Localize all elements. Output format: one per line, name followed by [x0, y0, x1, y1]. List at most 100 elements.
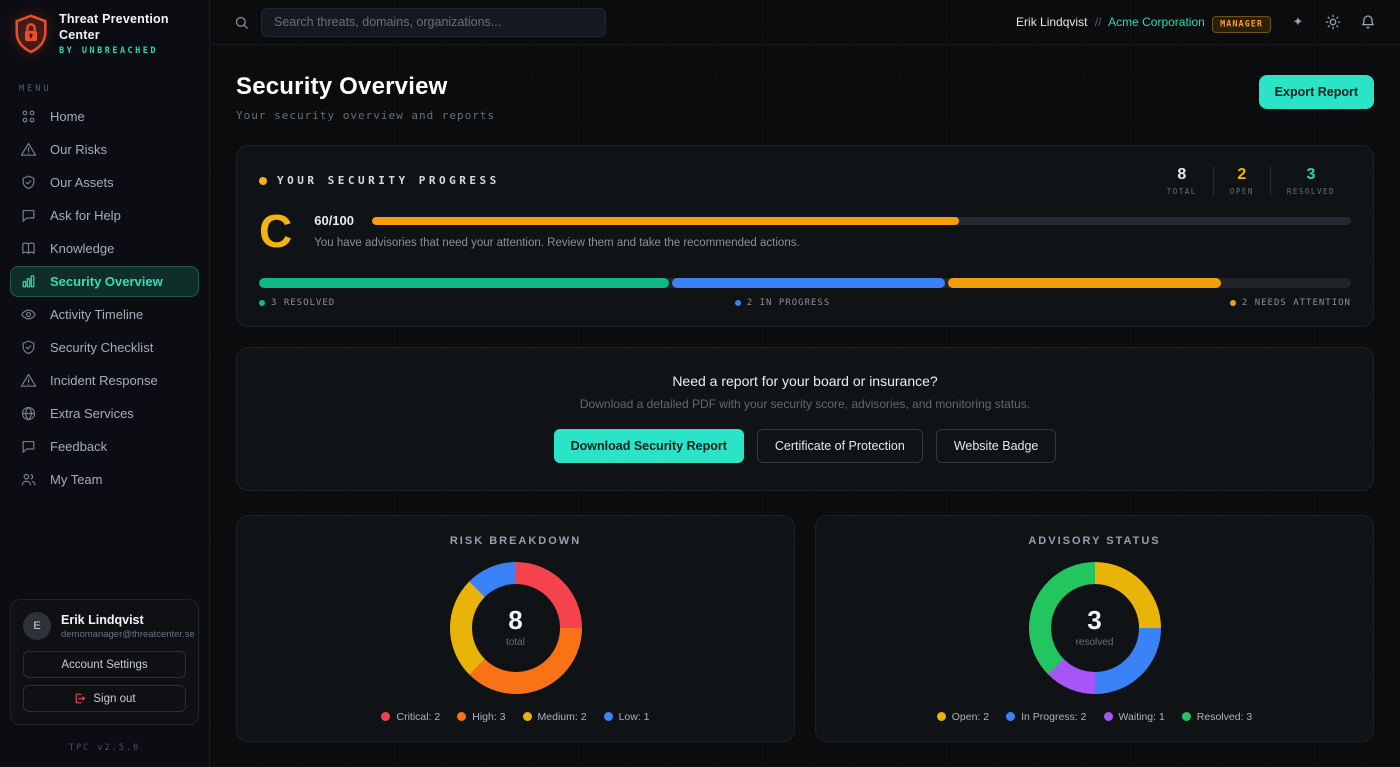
legend-dot [381, 712, 391, 722]
legend-item-resolved: Resolved: 3 [1181, 710, 1253, 723]
sidebar-item-security-checklist[interactable]: Security Checklist [10, 332, 199, 363]
logout-icon [76, 693, 86, 704]
segment-dot [734, 299, 741, 306]
page-subtitle: Your security overview and reports [236, 109, 496, 122]
sign-out-label: Sign out [93, 692, 136, 705]
legend-dot [457, 712, 467, 722]
account-settings-button[interactable]: Account Settings [23, 651, 186, 678]
legend-label: Resolved: 3 [1196, 710, 1253, 723]
segment-label-2-needs-attention: 2 NEEDS ATTENTION [1229, 298, 1351, 308]
status-segment-bar [259, 277, 1351, 288]
shield-check-icon [20, 339, 37, 356]
security-progress-card: YOUR SECURITY PROGRESS 8 TOTAL 2 OPEN 3 RESOL… [236, 145, 1374, 327]
sidebar-item-knowledge[interactable]: Knowledge [10, 233, 199, 264]
sidebar-item-incident-response[interactable]: Incident Response [10, 365, 199, 396]
legend-item-open: Open: 2 [936, 710, 990, 723]
progress-card-title: YOUR SECURITY PROGRESS [277, 174, 500, 187]
app-version: TPC v2.5.0 [68, 743, 141, 753]
legend-item-high: High: 3 [457, 711, 506, 723]
app-brand: Threat Prevention Center BY UNBREACHED [0, 0, 209, 66]
sun-icon[interactable] [1325, 14, 1341, 30]
legend-label: Open: 2 [951, 710, 990, 723]
legend-dot [522, 712, 532, 722]
stat-divider [1212, 166, 1214, 196]
certificate-of-protection-button[interactable]: Certificate of Protection [756, 428, 923, 463]
sidebar-item-label: Knowledge [50, 241, 115, 257]
sidebar-item-feedback[interactable]: Feedback [10, 431, 199, 462]
topbar-org-name[interactable]: Acme Corporation [1108, 15, 1205, 29]
download-security-report-button[interactable]: Download Security Report [553, 428, 744, 463]
search-icon [235, 16, 248, 29]
sidebar-item-label: Home [50, 109, 85, 125]
sidebar-item-extra-services[interactable]: Extra Services [10, 398, 199, 429]
sidebar-item-label: Security Checklist [50, 340, 154, 356]
sidebar-item-label: Our Risks [50, 142, 108, 158]
sidebar-item-our-risks[interactable]: Our Risks [10, 134, 199, 165]
app-title: Threat Prevention Center [59, 12, 169, 42]
sidebar-item-label: Extra Services [50, 406, 134, 422]
segment-dot [1229, 299, 1236, 306]
report-subheading: Download a detailed PDF with your securi… [579, 396, 1031, 411]
sidebar-item-security-overview[interactable]: Security Overview [10, 266, 199, 298]
segment-2-needs-attention [947, 277, 1221, 288]
sidebar-item-ask-for-help[interactable]: Ask for Help [10, 200, 199, 231]
advisory-stats: 8 TOTAL 2 OPEN 3 RESOLVED [1151, 166, 1351, 196]
sidebar-item-my-team[interactable]: My Team [10, 464, 199, 495]
score-progress-fill [372, 216, 960, 225]
legend-label: In Progress: 2 [1021, 710, 1087, 723]
legend-label: Critical: 2 [396, 710, 441, 723]
security-grade: C [259, 205, 293, 257]
stat-value: 3 [1306, 166, 1316, 183]
topbar: Erik Lindqvist // Acme Corporation MANAG… [210, 0, 1400, 45]
legend-dot [603, 712, 613, 722]
legend-item-waiting: Waiting: 1 [1103, 711, 1165, 723]
sidebar-item-label: My Team [50, 472, 103, 488]
users-icon [20, 471, 37, 488]
topbar-separator: // [1094, 15, 1102, 29]
legend-item-low: Low: 1 [603, 710, 650, 723]
score-caption: You have advisories that need your atten… [314, 237, 800, 249]
stat-total: 8 TOTAL [1151, 166, 1213, 196]
legend-label: Medium: 2 [537, 710, 587, 723]
segment-3-resolved [259, 277, 669, 288]
stat-divider [1269, 166, 1271, 196]
sidebar-item-activity-timeline[interactable]: Activity Timeline [10, 299, 199, 330]
legend-dot [1103, 712, 1113, 722]
sidebar-item-label: Incident Response [50, 373, 158, 389]
report-heading: Need a report for your board or insuranc… [672, 372, 938, 389]
advisory-status-title: ADVISORY STATUS [1028, 534, 1161, 547]
stat-value: 8 [1177, 166, 1187, 183]
search-input[interactable] [261, 7, 606, 37]
grid-icon [20, 108, 37, 125]
page-title: Security Overview [236, 73, 448, 100]
sidebar-menu: Home Our Risks Our Assets Ask for Help Knowl… [0, 100, 209, 496]
menu-section-label: MENU [19, 84, 52, 95]
advisory-resolved-label: resolved [1075, 637, 1114, 649]
sign-out-button[interactable]: Sign out [23, 685, 186, 712]
user-name: Erik Lindqvist [61, 612, 144, 627]
sidebar-item-label: Our Assets [50, 175, 114, 191]
risk-total-label: total [506, 637, 525, 649]
export-report-button[interactable]: Export Report [1258, 75, 1374, 109]
legend-label: Low: 1 [618, 710, 650, 723]
website-badge-button[interactable]: Website Badge [935, 428, 1057, 463]
sidebar-item-label: Activity Timeline [50, 307, 144, 323]
legend-dot [1181, 712, 1191, 722]
sidebar-item-label: Security Overview [50, 274, 163, 290]
sidebar-item-home[interactable]: Home [10, 101, 199, 132]
segment-dot [259, 299, 265, 306]
chat-icon [20, 207, 37, 224]
advisory-resolved-value: 3 [1087, 605, 1102, 636]
advisory-status-legend: Open: 2 In Progress: 2 Waiting: 1 Resolved:… [836, 711, 1353, 723]
legend-item-medium: Medium: 2 [522, 710, 587, 723]
role-badge: MANAGER [1212, 15, 1271, 33]
stat-label: RESOLVED [1286, 187, 1335, 196]
topbar-user-name: Erik Lindqvist [1016, 15, 1088, 29]
sidebar-item-label: Ask for Help [50, 208, 121, 224]
legend-dot [936, 712, 946, 722]
sidebar-item-our-assets[interactable]: Our Assets [10, 167, 199, 198]
bell-icon[interactable] [1360, 14, 1376, 30]
sparkle-icon[interactable]: ✦ [1292, 14, 1304, 29]
segment-2-in-progress [671, 277, 945, 288]
score-label: 60/100 [314, 213, 354, 228]
